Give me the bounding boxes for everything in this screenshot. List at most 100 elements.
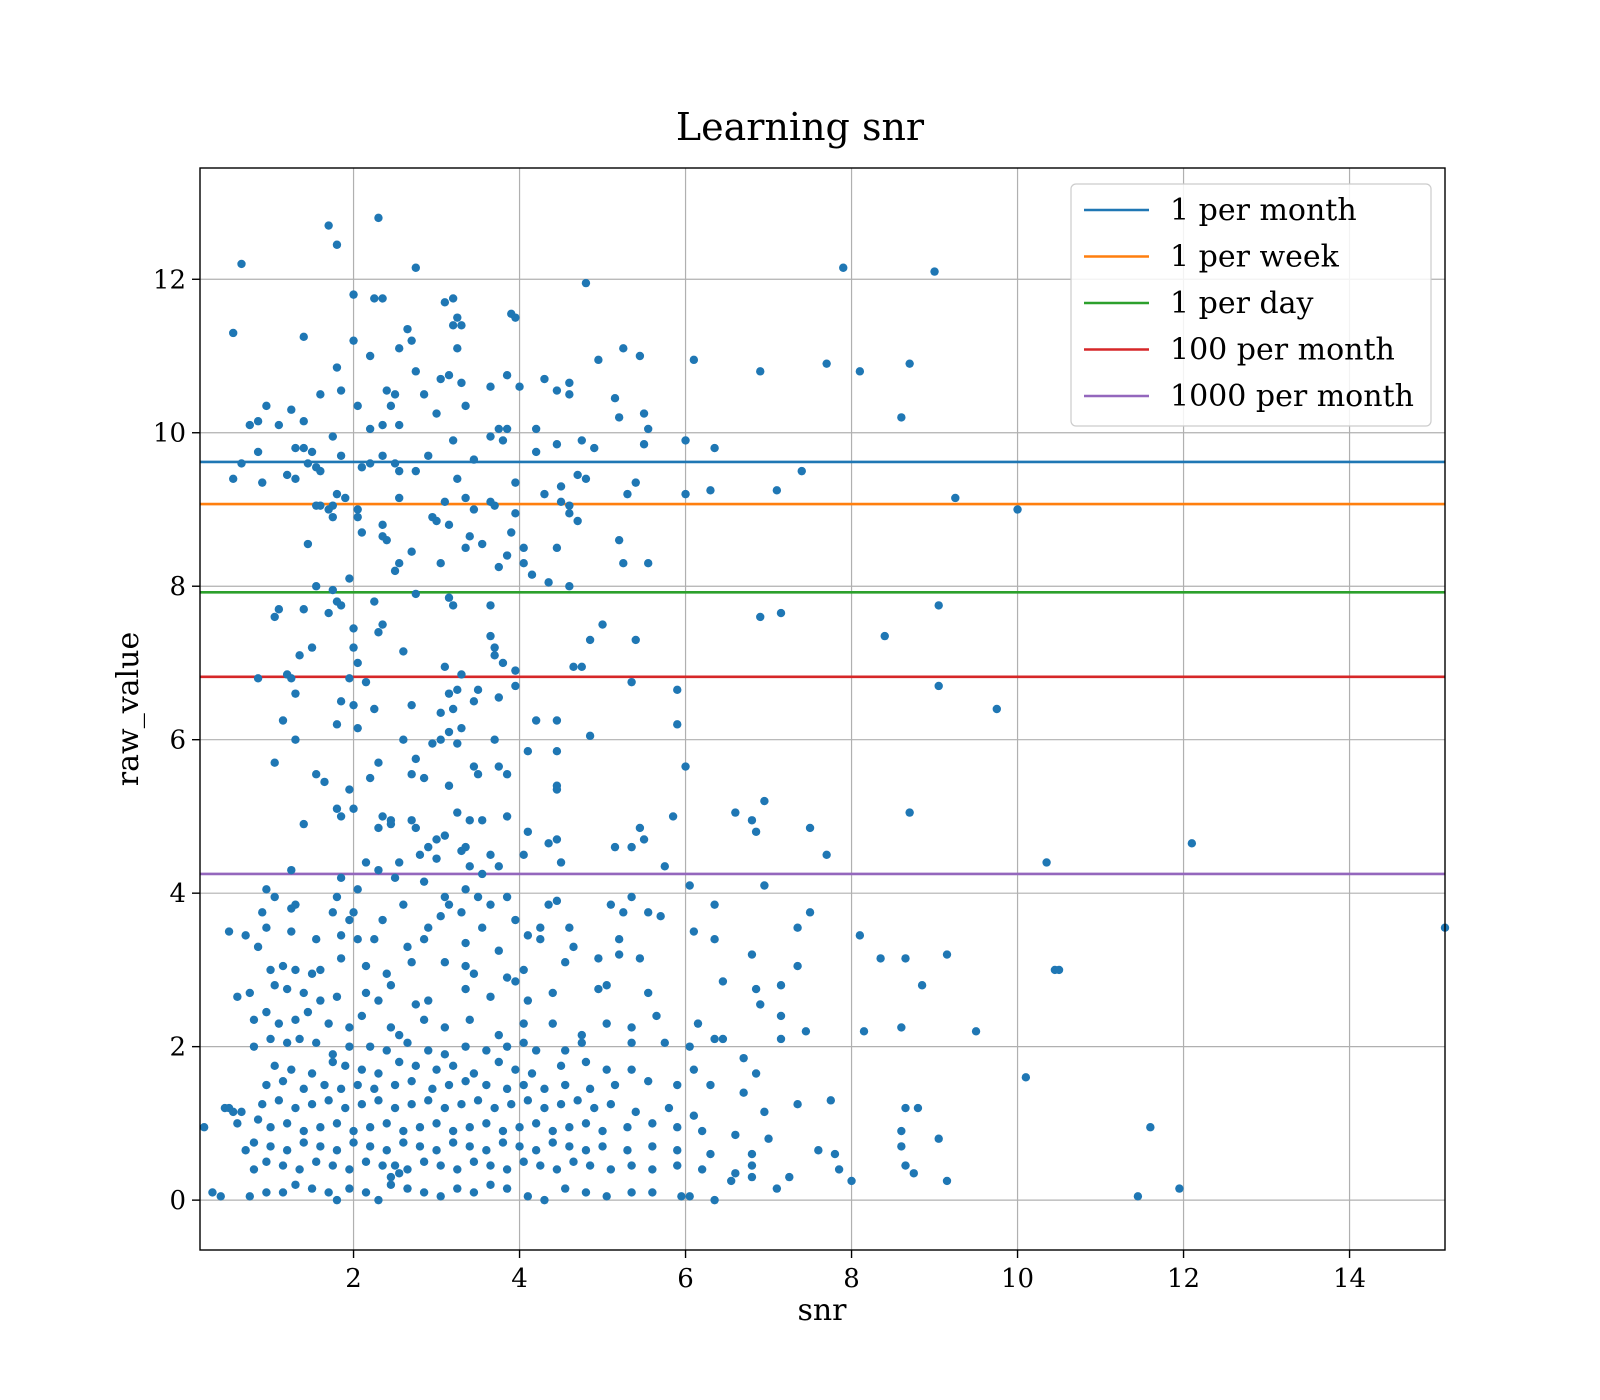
- data-point: [432, 835, 441, 844]
- data-point: [544, 578, 553, 587]
- x-tick-label: 4: [511, 1264, 528, 1294]
- data-point: [411, 263, 420, 272]
- data-point: [374, 823, 383, 833]
- data-point: [934, 1134, 943, 1143]
- data-point: [776, 1011, 786, 1021]
- data-point: [573, 516, 582, 526]
- data-point: [635, 351, 645, 361]
- data-point: [490, 651, 499, 660]
- data-point: [419, 935, 429, 944]
- data-point: [266, 1123, 275, 1132]
- data-point: [523, 1192, 533, 1201]
- data-point: [469, 1157, 479, 1166]
- data-point: [328, 1161, 337, 1170]
- data-point: [556, 482, 566, 491]
- data-point: [689, 927, 699, 936]
- data-point: [258, 478, 267, 487]
- data-point: [328, 501, 337, 510]
- data-point: [602, 1019, 611, 1028]
- data-point: [299, 417, 308, 426]
- data-point: [357, 1065, 367, 1074]
- data-point: [424, 451, 433, 460]
- data-point: [457, 846, 466, 856]
- data-point: [502, 1184, 512, 1193]
- data-point: [681, 489, 690, 499]
- data-point: [316, 996, 325, 1005]
- data-point: [453, 739, 462, 748]
- data-point: [756, 367, 765, 376]
- x-axis-ticks: 2 4 6 8 10 12 14: [345, 1250, 1366, 1294]
- data-point: [262, 1157, 271, 1166]
- data-point: [934, 681, 943, 691]
- data-point: [635, 823, 645, 833]
- data-point: [229, 474, 238, 483]
- data-point: [291, 1015, 300, 1024]
- data-point: [324, 1019, 333, 1028]
- data-point: [411, 1000, 420, 1009]
- data-point: [332, 992, 342, 1001]
- data-point: [320, 1080, 329, 1090]
- y-tick-label: 2: [169, 1033, 186, 1063]
- data-point: [619, 558, 628, 568]
- data-point: [502, 424, 512, 434]
- data-point: [328, 1057, 337, 1067]
- data-point: [482, 1046, 491, 1055]
- data-point: [361, 988, 371, 998]
- data-point: [270, 1061, 279, 1071]
- data-point: [673, 1161, 682, 1170]
- data-point: [565, 1142, 574, 1151]
- data-point: [444, 689, 454, 698]
- data-point: [502, 770, 512, 779]
- data-point: [473, 1096, 483, 1105]
- data-point: [332, 1146, 342, 1155]
- data-point: [590, 1103, 599, 1113]
- data-point: [245, 988, 254, 998]
- data-point: [386, 1023, 396, 1032]
- data-point: [424, 842, 433, 852]
- data-point: [312, 582, 321, 591]
- data-point: [287, 927, 296, 936]
- data-point: [494, 562, 503, 572]
- data-point: [353, 505, 362, 514]
- data-point: [855, 931, 865, 940]
- data-point: [602, 1065, 611, 1074]
- data-point: [930, 267, 939, 276]
- data-point: [772, 1184, 782, 1193]
- data-point: [365, 1142, 375, 1151]
- data-point: [461, 961, 470, 971]
- data-point: [776, 608, 786, 618]
- data-point: [494, 946, 503, 955]
- data-point: [307, 1184, 317, 1193]
- data-point: [751, 1069, 761, 1078]
- data-point: [581, 1146, 591, 1155]
- data-point: [519, 558, 528, 568]
- data-point: [349, 290, 358, 299]
- data-point: [303, 539, 313, 549]
- data-point: [448, 321, 458, 330]
- data-point: [494, 1030, 503, 1040]
- data-point: [602, 1192, 611, 1201]
- data-point: [731, 1169, 740, 1178]
- data-point: [341, 493, 350, 503]
- data-point: [552, 747, 562, 756]
- data-point: [880, 631, 889, 641]
- data-point: [448, 294, 458, 303]
- data-point: [793, 923, 802, 932]
- data-point: [556, 1099, 566, 1109]
- data-point: [386, 1172, 396, 1182]
- data-point: [627, 1161, 636, 1170]
- data-point: [332, 363, 342, 372]
- data-point: [353, 885, 362, 894]
- data-point: [502, 370, 512, 380]
- data-point: [361, 858, 371, 867]
- data-point: [395, 1057, 404, 1067]
- data-point: [440, 1050, 450, 1059]
- data-point: [312, 1157, 321, 1166]
- data-point: [444, 781, 454, 790]
- data-point: [652, 1011, 661, 1021]
- y-tick-label: 8: [169, 572, 186, 602]
- data-point: [581, 1119, 591, 1128]
- data-point: [834, 1165, 844, 1174]
- data-point: [395, 420, 404, 430]
